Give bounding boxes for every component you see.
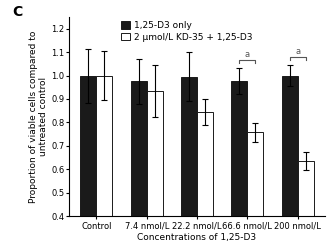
Bar bbox=[298, 161, 314, 248]
X-axis label: Concentrations of 1,25-D3: Concentrations of 1,25-D3 bbox=[137, 233, 257, 243]
Bar bbox=[247, 132, 263, 248]
Bar bbox=[80, 76, 96, 248]
Y-axis label: Proportion of viable cells compared to
untreated control: Proportion of viable cells compared to u… bbox=[29, 30, 48, 203]
Text: C: C bbox=[12, 5, 23, 19]
Text: a: a bbox=[245, 50, 250, 59]
Bar bbox=[131, 81, 147, 248]
Text: a: a bbox=[295, 47, 300, 56]
Bar bbox=[147, 91, 163, 248]
Legend: 1,25-D3 only, 2 μmol/L KD-35 + 1,25-D3: 1,25-D3 only, 2 μmol/L KD-35 + 1,25-D3 bbox=[119, 20, 254, 43]
Bar bbox=[181, 77, 197, 248]
Bar bbox=[282, 76, 298, 248]
Bar bbox=[96, 76, 113, 248]
Bar bbox=[197, 112, 213, 248]
Bar bbox=[231, 81, 247, 248]
